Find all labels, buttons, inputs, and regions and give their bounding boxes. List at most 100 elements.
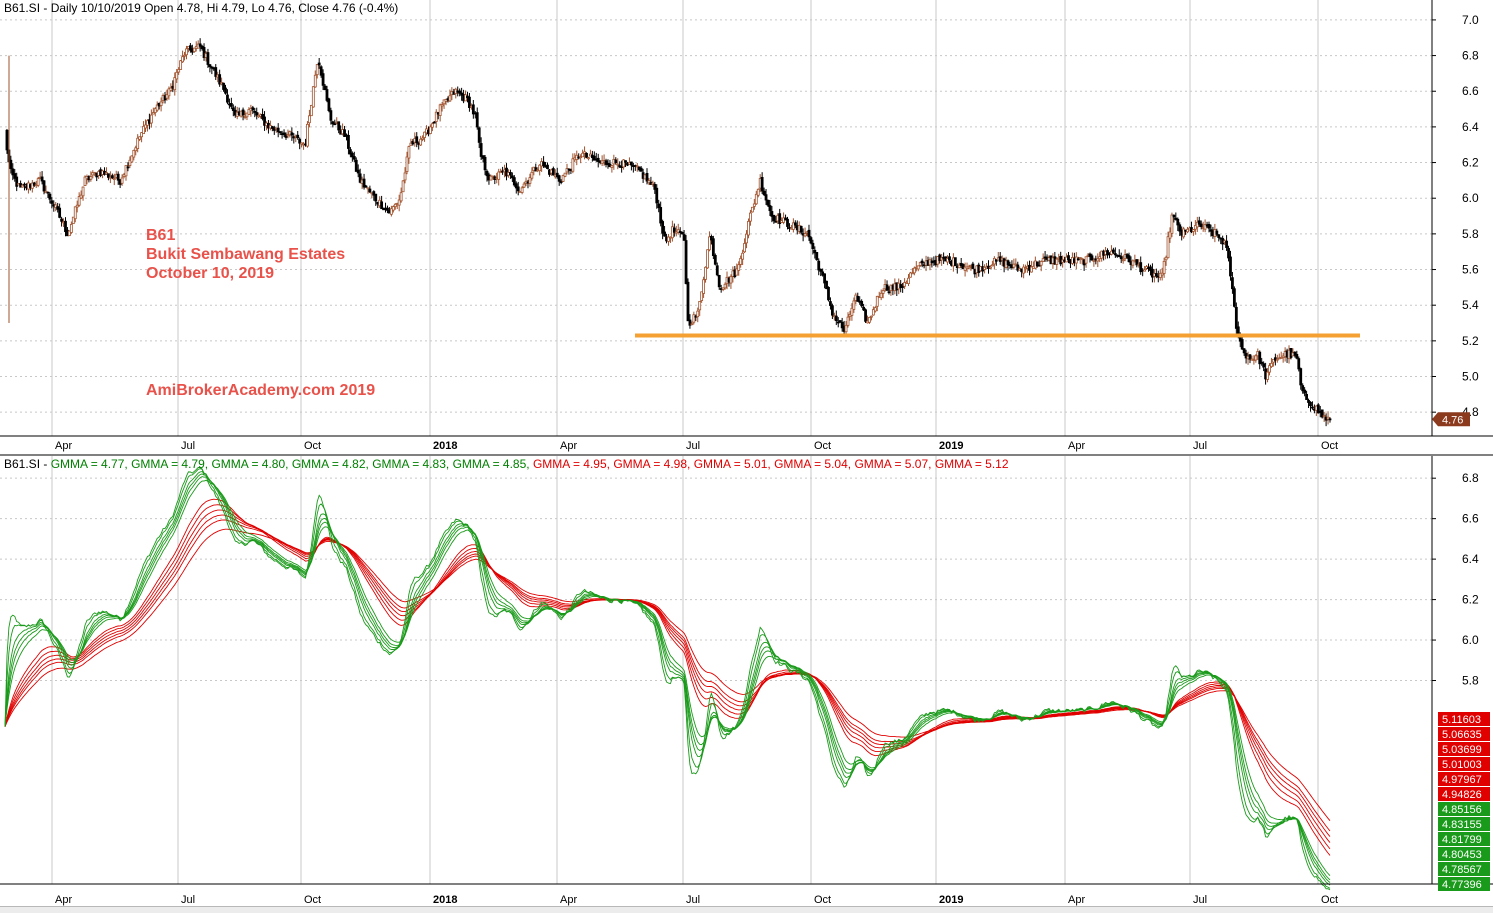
candle-body [1113, 253, 1117, 256]
candle-body [766, 199, 770, 206]
candle-body [1197, 220, 1201, 225]
candle-body [811, 242, 815, 250]
indicator-header-prefix: B61.SI - [4, 457, 51, 471]
candle-body [991, 264, 994, 267]
candle-body [692, 314, 696, 323]
candle-body [397, 199, 401, 206]
candle-body [1240, 339, 1244, 350]
candle-body [840, 321, 844, 329]
candle-body [592, 155, 596, 161]
candle-body [817, 260, 821, 271]
candle-body [834, 315, 838, 322]
candle-body [136, 137, 140, 149]
price-x-tick-label: Jul [686, 440, 700, 452]
candle-body [183, 54, 186, 57]
indicator-header-item: GMMA = 4.98, [613, 457, 693, 471]
price-x-tick-label: Apr [560, 440, 577, 452]
candle-body [444, 98, 448, 102]
gmma-x-tick-label: Jul [1193, 894, 1207, 906]
candle-body [134, 147, 138, 152]
candle-body [1154, 273, 1158, 277]
candle-body [224, 87, 227, 94]
candle-body [1168, 231, 1172, 239]
candle-body [333, 123, 337, 126]
candle-body [852, 300, 856, 310]
candle-body [596, 157, 600, 162]
candle-body [401, 180, 405, 193]
candle-body [358, 173, 362, 183]
candle-body [1299, 368, 1303, 386]
candle-body [1160, 272, 1164, 276]
price-y-tick-label: 6.8 [1462, 49, 1479, 63]
gmma-long-line [4, 528, 1331, 821]
candle-body [747, 221, 750, 236]
candle-body [419, 138, 423, 146]
candle-body [1135, 259, 1139, 266]
candle-body [67, 230, 71, 237]
company-label: Bukit Sembawang Estates [146, 246, 345, 263]
gmma-short-line [4, 473, 1331, 883]
candle-body [587, 157, 590, 160]
candle-body [278, 131, 282, 134]
gmma-y-tick-label: 6.4 [1462, 552, 1479, 566]
candle-body [429, 126, 432, 134]
candle-body [69, 224, 73, 233]
candle-body [1076, 258, 1080, 261]
candle-body [311, 86, 315, 108]
candle-body [128, 159, 132, 167]
candle-body [1117, 255, 1121, 258]
candle-body [1270, 362, 1273, 368]
candle-body [475, 112, 479, 128]
candle-body [181, 56, 184, 63]
candle-body [735, 268, 739, 276]
candle-body [1227, 248, 1230, 259]
candle-body [247, 109, 251, 115]
candle-body [823, 273, 826, 284]
candle-body [1055, 258, 1059, 265]
price-y-tick-label: 5.4 [1462, 298, 1479, 312]
candle-body [647, 180, 651, 184]
candle-body [1162, 260, 1166, 274]
candle-body [202, 47, 206, 58]
candle-body [561, 175, 565, 182]
gmma-short-line [4, 479, 1331, 877]
candle-body [483, 156, 487, 171]
candle-body [1193, 225, 1197, 230]
candle-body [672, 227, 676, 233]
candle-body [653, 183, 657, 190]
gmma-value-label: 5.11603 [1442, 714, 1481, 726]
candle-body [1316, 404, 1320, 414]
price-y-tick-label: 6.2 [1462, 156, 1479, 170]
indicator-header-item: GMMA = 4.83, [372, 457, 452, 471]
candle-body [58, 207, 62, 218]
grid-lines [0, 0, 1432, 884]
candle-body [1232, 288, 1236, 307]
candle-body [1182, 228, 1186, 238]
candle-body [175, 71, 179, 80]
candle-body [860, 300, 864, 307]
candle-body [651, 182, 655, 185]
candle-body [1127, 255, 1131, 263]
price-x-tick-label: 2019 [939, 440, 963, 452]
candle-body [909, 272, 912, 278]
candle-body [1234, 306, 1238, 329]
sheet-tabs-strip[interactable] [0, 906, 1493, 913]
gmma-x-tick-label: Oct [1321, 894, 1338, 906]
last-price-label: 4.76 [1442, 414, 1463, 426]
candle-body [282, 132, 286, 136]
candle-body [185, 48, 188, 56]
candle-body [721, 287, 725, 290]
candle-body [1258, 351, 1262, 365]
candle-body [255, 112, 259, 116]
candle-body [323, 85, 327, 91]
candle-body [64, 220, 67, 233]
candle-body [253, 111, 257, 113]
candle-body [40, 176, 44, 182]
candle-body [325, 89, 329, 101]
candle-body [862, 306, 866, 311]
candle-body [1266, 371, 1269, 380]
candle-body [1067, 255, 1070, 261]
candle-body [957, 264, 961, 269]
price-panel-title: B61.SI - Daily 10/10/2019 Open 4.78, Hi … [4, 1, 398, 15]
gmma-value-flag [1438, 742, 1490, 756]
